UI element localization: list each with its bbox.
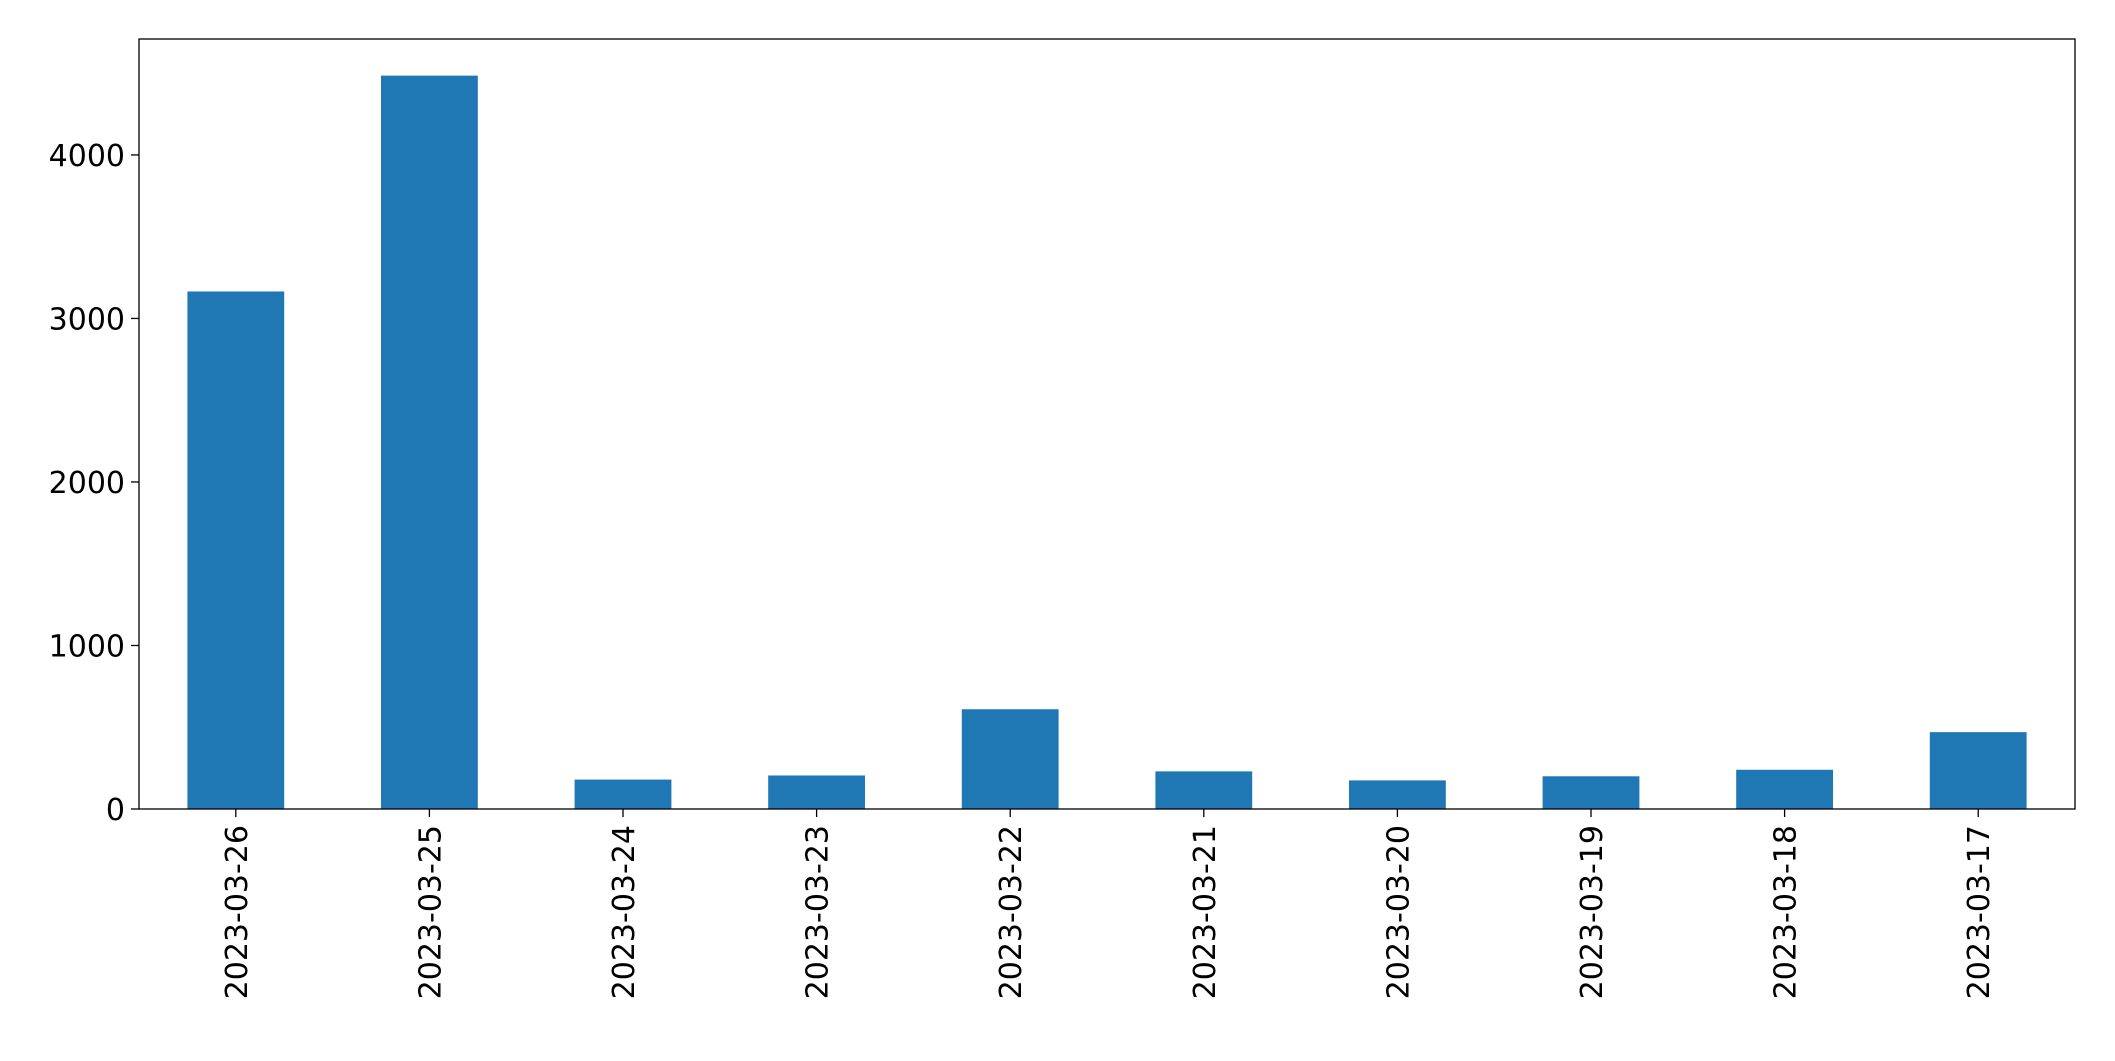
x-tick-label: 2023-03-26 — [220, 825, 255, 999]
bar — [1155, 771, 1253, 809]
x-tick-label: 2023-03-20 — [1381, 825, 1416, 999]
plot-frame — [138, 38, 2076, 810]
x-tick-label: 2023-03-19 — [1575, 825, 1610, 999]
x-tick-label: 2023-03-17 — [1962, 825, 1997, 999]
y-tick-label: 1000 — [49, 629, 125, 664]
y-tick-label: 4000 — [49, 139, 125, 174]
bar — [1349, 780, 1446, 809]
bar — [187, 291, 285, 809]
x-tick-label: 2023-03-22 — [994, 825, 1029, 999]
bar — [1736, 769, 1833, 809]
y-tick-label: 0 — [106, 793, 125, 828]
y-tick-label: 3000 — [49, 302, 125, 337]
bar — [381, 75, 478, 809]
y-tick-label: 2000 — [49, 466, 125, 501]
x-tick-label: 2023-03-25 — [413, 825, 448, 999]
x-tick-label: 2023-03-21 — [1188, 825, 1223, 999]
bar — [574, 779, 672, 809]
bar — [961, 709, 1059, 809]
x-tick-label: 2023-03-23 — [801, 825, 836, 999]
bar — [1542, 776, 1640, 809]
bar — [1929, 732, 2027, 809]
bar — [768, 775, 865, 809]
x-tick-label: 2023-03-18 — [1769, 825, 1804, 999]
x-tick-label: 2023-03-24 — [607, 825, 642, 999]
